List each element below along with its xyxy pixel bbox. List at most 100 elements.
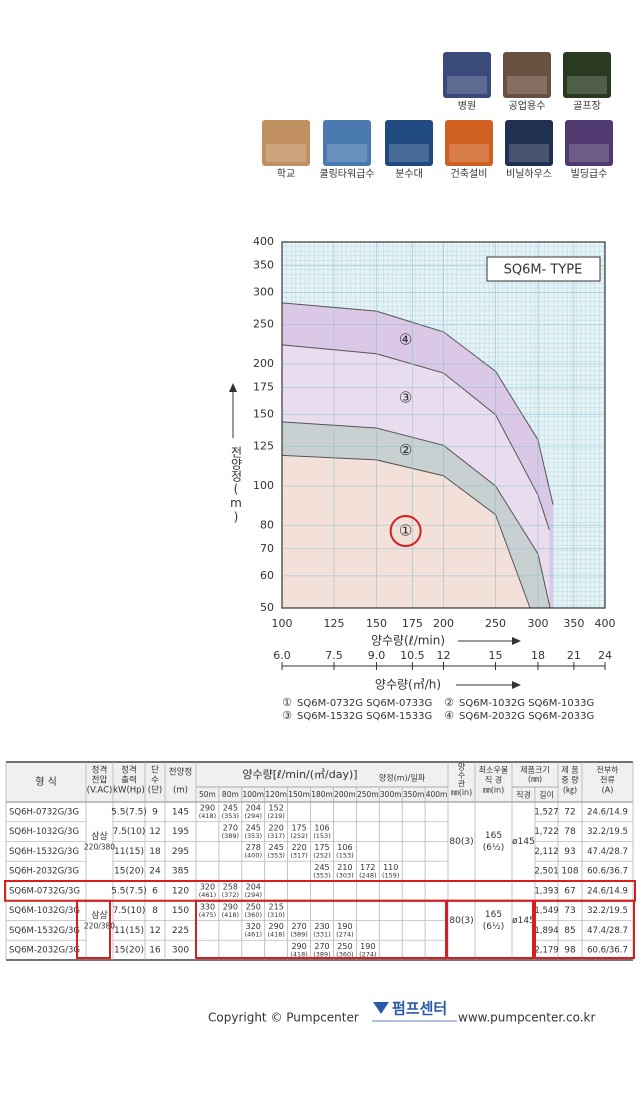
x-tick-label: 100 [272,617,293,630]
table-cell: SQ6H-0732G/3G [9,807,79,817]
y-tick-label: 100 [253,479,274,492]
table-cell: 93 [564,847,575,857]
table-cell: 7.5(10) [113,906,146,916]
table-cell: (418) [222,911,239,919]
legend-mark: ④ [444,709,454,722]
table-cell: 250 [337,942,352,951]
table-cell: 5.5(7.5) [111,886,147,896]
table-cell: (418) [199,812,216,820]
table-cell: (6½) [483,922,504,932]
table-cell: (461) [245,931,262,939]
table-cell: SQ6M-1032G/3G [9,906,80,916]
table-cell: 110 [383,863,398,872]
table-cell: (360) [336,950,353,958]
table-header: (A) [602,786,614,795]
icon-label: 빌딩급수 [571,168,608,180]
icon-shade [449,144,489,162]
table-cell: 98 [564,946,576,956]
table-cell: 150 [172,906,189,916]
x-tick-label: 150 [366,617,387,630]
table-header: 제 품 [561,766,578,775]
table-cell: 190 [337,922,352,931]
table-cell: (6½) [483,843,504,853]
table-cell: ø145 [512,837,535,847]
table-cell: 175 [314,843,329,852]
x2-tick-label: 9.0 [368,649,386,662]
table-cell: 11(15) [114,847,144,857]
table-header: 양정(m)/일파 [379,773,426,783]
table-cell: 320 [246,922,261,931]
table-cell: 290 [291,942,306,951]
table-header: 250m [357,790,379,799]
legend-label: SQ6M-0732G SQ6M-0733G [297,698,432,709]
icon [445,120,493,166]
table-cell: 12 [149,926,160,936]
table-cell: 270 [314,942,329,951]
table-cell: (389) [290,931,307,939]
table-header: 300m [380,790,402,799]
icon-label: 쿨링타워급수 [319,167,374,180]
x2-tick-label: 15 [488,649,502,662]
table-cell: (153) [313,832,330,840]
table-header: 150m [288,790,310,799]
table-header: 350m [403,790,425,799]
table-cell: 258 [223,883,238,892]
table-header: 정격 [121,765,137,776]
icon [443,52,491,98]
icon-shade [389,144,429,162]
icon-label: 골프장 [573,100,601,112]
table-header: 형 식 [35,776,57,788]
plot-frame [281,241,606,609]
x2-arrow-head [512,681,521,689]
table-cell: SQ6M-1532G/3G [9,926,80,936]
table-cell: 60.6/36.7 [587,946,628,956]
icon-label: 병원 [458,100,476,112]
table-cell: 67 [564,886,575,896]
band-line [281,421,551,609]
table-cell: (294) [245,891,262,899]
table-cell: 80(3) [449,916,473,926]
legend-label: SQ6M-1532G SQ6M-1533G [297,711,432,722]
table-cell: (252) [313,852,330,860]
x-axis-label: 양수량(ℓ/min) [371,634,445,648]
table-header: 중 량 [561,775,579,785]
x-tick-label: 300 [527,617,548,630]
table-header: 직 경 [485,775,502,785]
table-cell: 1,722 [534,827,558,837]
table-cell: 18 [149,847,161,857]
x2-tick-label: 24 [598,649,612,662]
table-cell: (353) [267,852,284,860]
table-cell: 9 [152,807,158,817]
table-header: 400m [426,790,448,799]
table-cell: 245 [269,843,284,852]
table-header: 정격 [92,765,108,776]
x2-tick-label: 18 [531,649,545,662]
table-header: 전류 [600,775,615,785]
table-cell: 295 [172,847,189,857]
table-cell: 106 [337,843,352,852]
y-tick-label: 350 [253,259,274,272]
y-tick-label: 150 [253,408,274,421]
table-cell: (418) [290,950,307,958]
table-cell: 190 [360,942,375,951]
table-header: 양수량[ℓ/min/(㎥/day)] [242,768,357,781]
table-header: (㎏) [563,786,577,796]
table-cell: 15(20) [114,867,144,877]
table-header: 200m [334,790,356,799]
table-cell: (159) [382,871,399,879]
icon [505,120,553,166]
y-tick-label: 200 [253,357,274,370]
icon [565,120,613,166]
table-header: 180m [311,790,333,799]
table-cell: 270 [291,922,306,931]
table-header: 전부하 [596,765,619,775]
y-tick-label: 70 [260,542,274,555]
table-cell: 80(3) [449,837,473,847]
legend-mark: ③ [282,709,292,722]
table-cell: 210 [337,863,352,872]
table-cell: 245 [223,804,238,813]
table-cell: (353) [313,871,330,879]
table-cell: 6 [152,886,158,896]
table-cell: 165 [485,910,502,920]
